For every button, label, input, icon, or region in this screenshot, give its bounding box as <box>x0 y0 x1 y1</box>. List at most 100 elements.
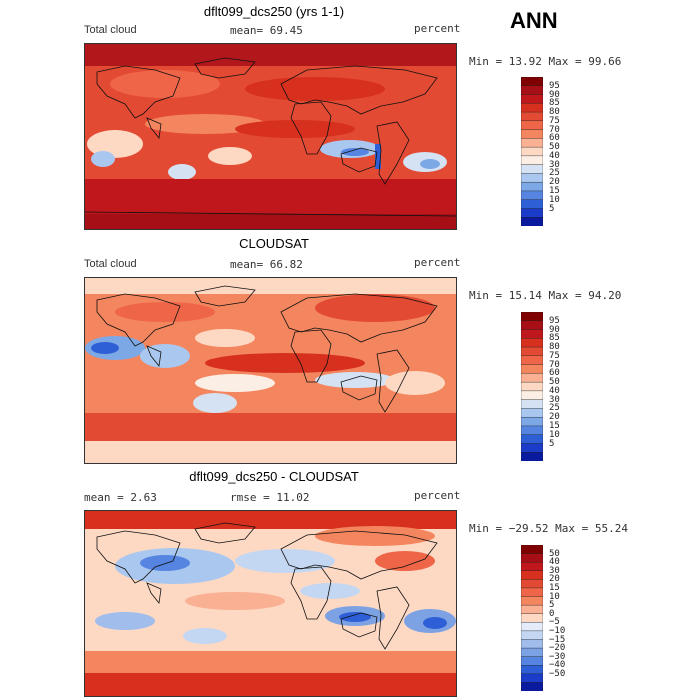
colorbar-swatch <box>521 452 543 461</box>
panel-2-units-label: percent <box>414 256 461 269</box>
colorbar-swatch <box>521 129 543 139</box>
colorbar-swatch <box>521 647 543 658</box>
panel-3-minmax: Min = −29.52 Max = 55.24 <box>469 522 628 535</box>
colorbar-swatch <box>521 85 543 96</box>
colorbar-tick-label: 10 <box>549 429 560 440</box>
colorbar-swatch <box>521 146 543 157</box>
colorbar-swatch <box>521 355 543 366</box>
colorbar-swatch <box>521 208 543 218</box>
panel-3-rmse-label: rmse = 11.02 <box>230 491 310 504</box>
colorbar-tick-label: 50 <box>549 377 560 388</box>
colorbar-swatch <box>521 622 543 632</box>
colorbar-tick-label: 5 <box>549 600 555 611</box>
panel-1-colorbar <box>521 77 543 226</box>
panel-1-units-label: percent <box>414 22 461 35</box>
colorbar-tick-label: 5 <box>549 438 555 449</box>
colorbar-swatch <box>521 399 543 409</box>
colorbar-tick-label: −50 <box>549 668 566 679</box>
panel-1-minmax: Min = 13.92 Max = 99.66 <box>469 55 622 68</box>
panel-1-mean-label: mean= 69.45 <box>230 24 303 37</box>
colorbar-tick-label: 90 <box>549 89 560 100</box>
colorbar-swatch <box>521 682 543 691</box>
colorbar-tick-label: 15 <box>549 420 560 431</box>
colorbar-swatch <box>521 390 543 401</box>
panel-1-variable-label: Total cloud <box>84 24 137 36</box>
colorbar-swatch <box>521 373 543 383</box>
colorbar-swatch <box>521 338 543 348</box>
colorbar-swatch <box>521 173 543 183</box>
colorbar-swatch <box>521 103 543 113</box>
colorbar-swatch <box>521 155 543 166</box>
colorbar-tick-label: 95 <box>549 80 560 91</box>
colorbar-swatch <box>521 77 543 87</box>
colorbar-tick-label: 75 <box>549 115 560 126</box>
panel-3-colorbar <box>521 545 543 691</box>
colorbar-swatch <box>521 425 543 436</box>
panel-3-title: dflt099_dcs250 - CLOUDSAT <box>189 469 359 484</box>
colorbar-tick-label: 10 <box>549 194 560 205</box>
colorbar-swatch <box>521 443 543 453</box>
panel-2-map <box>84 277 457 464</box>
colorbar-tick-label: 30 <box>549 159 560 170</box>
colorbar-tick-label: 80 <box>549 342 560 353</box>
colorbar-swatch <box>521 545 543 555</box>
colorbar-tick-label: 20 <box>549 177 560 188</box>
colorbar-swatch <box>521 381 543 392</box>
panel-2-colorbar <box>521 312 543 461</box>
colorbar-tick-label: 40 <box>549 557 560 568</box>
colorbar-swatch <box>521 630 543 640</box>
panel-3-map <box>84 510 457 697</box>
colorbar-swatch <box>521 561 543 572</box>
colorbar-tick-label: 40 <box>549 385 560 396</box>
panel-2-title: CLOUDSAT <box>239 236 309 251</box>
colorbar-tick-label: 70 <box>549 359 560 370</box>
colorbar-tick-label: 85 <box>549 333 560 344</box>
colorbar-swatch <box>521 120 543 131</box>
colorbar-tick-label: 95 <box>549 315 560 326</box>
panel-3-mean-label: mean = 2.63 <box>84 491 157 504</box>
colorbar-tick-label: −10 <box>549 625 566 636</box>
colorbar-swatch <box>521 181 543 192</box>
colorbar-swatch <box>521 111 543 122</box>
colorbar-tick-label: 15 <box>549 582 560 593</box>
colorbar-swatch <box>521 613 543 623</box>
colorbar-swatch <box>521 553 543 563</box>
panel-1-title: dflt099_dcs250 (yrs 1-1) <box>203 4 345 19</box>
colorbar-swatch <box>521 190 543 201</box>
colorbar-swatch <box>521 312 543 322</box>
colorbar-tick-label: −20 <box>549 643 566 654</box>
colorbar-tick-label: 90 <box>549 324 560 335</box>
panel-2-mean-label: mean= 66.82 <box>230 258 303 271</box>
colorbar-tick-label: 80 <box>549 107 560 118</box>
colorbar-tick-label: −15 <box>549 634 566 645</box>
colorbar-swatch <box>521 408 543 418</box>
colorbar-swatch <box>521 570 543 580</box>
colorbar-swatch <box>521 320 543 331</box>
colorbar-tick-label: 30 <box>549 394 560 405</box>
colorbar-tick-label: 5 <box>549 203 555 214</box>
colorbar-tick-label: 25 <box>549 168 560 179</box>
colorbar-tick-label: 75 <box>549 350 560 361</box>
colorbar-tick-label: 15 <box>549 185 560 196</box>
panel-1-map <box>84 43 457 230</box>
colorbar-swatch <box>521 416 543 427</box>
colorbar-swatch <box>521 199 543 209</box>
panel-3-units-label: percent <box>414 489 461 502</box>
colorbar-swatch <box>521 656 543 666</box>
colorbar-tick-label: 10 <box>549 591 560 602</box>
season-label: ANN <box>510 8 558 33</box>
colorbar-tick-label: 40 <box>549 150 560 161</box>
colorbar-swatch <box>521 596 543 606</box>
colorbar-tick-label: −30 <box>549 651 566 662</box>
colorbar-swatch <box>521 639 543 649</box>
colorbar-tick-label: −5 <box>549 617 560 628</box>
colorbar-swatch <box>521 94 543 104</box>
colorbar-swatch <box>521 164 543 174</box>
colorbar-tick-label: 20 <box>549 574 560 585</box>
colorbar-tick-label: 60 <box>549 368 560 379</box>
colorbar-swatch <box>521 665 543 675</box>
panel-2-variable-label: Total cloud <box>84 258 137 270</box>
colorbar-swatch <box>521 673 543 683</box>
colorbar-swatch <box>521 138 543 148</box>
colorbar-tick-label: −40 <box>549 660 566 671</box>
